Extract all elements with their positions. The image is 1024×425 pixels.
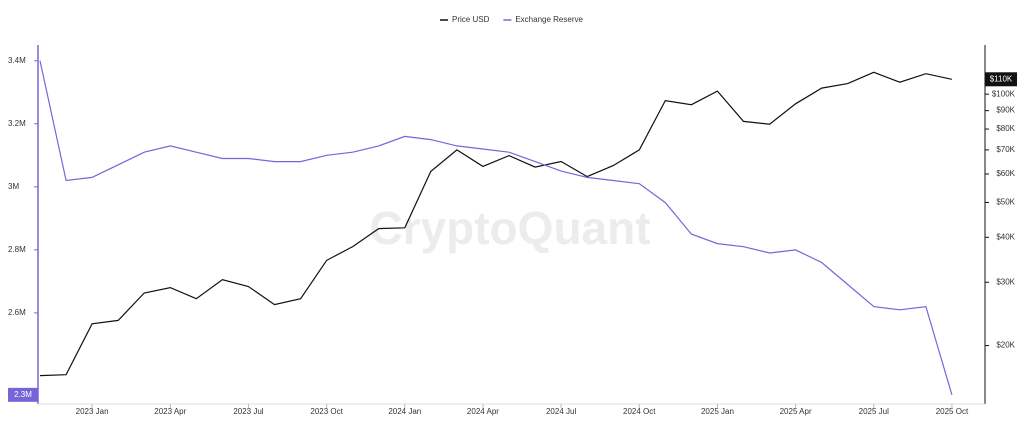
y-tick-label: 3.4M (8, 56, 26, 65)
y2-tick-label: $50K (996, 198, 1015, 207)
watermark: CryptoQuant (369, 202, 650, 254)
y-tick-label: 3.2M (8, 119, 26, 128)
x-tick-label: 2024 Apr (467, 407, 499, 416)
x-tick-label: 2025 Apr (780, 407, 812, 416)
series-line (39, 71, 953, 377)
legend-label: Price USD (452, 15, 490, 24)
y-tick-label: 2.6M (8, 308, 26, 317)
y2-tick-label: $90K (996, 106, 1015, 115)
y2-tick-label: $30K (996, 277, 1015, 286)
current-badge (985, 72, 1017, 87)
y2-tick-label: $60K (996, 169, 1015, 178)
x-tick-label: 2024 Jan (388, 407, 421, 416)
x-tick-label: 2025 Oct (936, 407, 969, 416)
current-label: $110K (990, 74, 1013, 83)
y2-tick-label: $70K (996, 145, 1015, 154)
x-tick-label: 2025 Jan (701, 407, 734, 416)
current-label: 2.3M (14, 390, 32, 399)
x-tick-label: 2023 Oct (310, 407, 343, 416)
y2-tick-label: $20K (996, 341, 1015, 350)
x-tick-label: 2024 Jul (546, 407, 576, 416)
y-tick-label: 2.8M (8, 245, 26, 254)
y2-tick-label: $40K (996, 232, 1015, 241)
x-tick-label: 2023 Jul (233, 407, 263, 416)
x-tick-label: 2025 Jul (859, 407, 889, 416)
legend: Price USD Exchange Reserve (440, 15, 583, 24)
y2-tick-label: $100K (992, 89, 1016, 98)
series-line (39, 60, 953, 395)
x-tick-label: 2024 Oct (623, 407, 656, 416)
y2-tick-label: $80K (996, 124, 1015, 133)
legend-label: Exchange Reserve (515, 15, 583, 24)
current-badge (8, 387, 38, 402)
y-tick-label: 3M (8, 182, 19, 191)
x-tick-label: 2023 Jan (76, 407, 109, 416)
x-tick-label: 2023 Apr (154, 407, 186, 416)
